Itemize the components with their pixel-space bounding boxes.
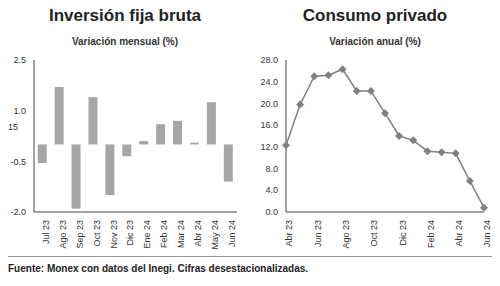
svg-text:4.0: 4.0 [265,185,278,195]
svg-text:Abr 24: Abr 24 [193,220,203,247]
svg-text:Sep 23: Sep 23 [75,220,85,249]
svg-text:Abr 23: Abr 23 [284,220,294,247]
svg-text:Nov 23: Nov 23 [109,220,119,249]
svg-text:2.5: 2.5 [13,55,26,65]
svg-text:0.0: 0.0 [265,207,278,217]
svg-text:Jul 23: Jul 23 [41,220,51,244]
svg-text:Feb 24: Feb 24 [159,220,169,248]
svg-text:Abr 24: Abr 24 [454,220,464,247]
svg-text:24.0: 24.0 [260,77,278,87]
svg-text:8.0: 8.0 [265,164,278,174]
html-text:15: 15 [8,122,18,132]
svg-text:Oct 23: Oct 23 [92,220,102,247]
svg-text:Jun 23: Jun 23 [313,220,323,247]
svg-text:Feb 24: Feb 24 [426,220,436,248]
svg-text:1.0: 1.0 [13,106,26,116]
html-text:Variación mensual (%): Variación mensual (%) [71,36,179,47]
svg-text:Oct 23: Oct 23 [369,220,379,247]
svg-text:Mar 24: Mar 24 [176,220,186,248]
svg-text:Dic 23: Dic 23 [398,220,408,246]
svg-text:12.0: 12.0 [260,142,278,152]
html-text:Inversión fija bruta: Inversión fija bruta [49,6,201,25]
svg-text:Dic 23: Dic 23 [125,220,135,246]
svg-text:-2.0: -2.0 [10,207,26,217]
svg-text:Ago 23: Ago 23 [58,220,68,249]
svg-text:20.0: 20.0 [260,99,278,109]
svg-text:28.0: 28.0 [260,55,278,65]
svg-text:May 24: May 24 [210,220,220,250]
svg-text:Ago 23: Ago 23 [341,220,351,249]
svg-text:-0.5: -0.5 [10,157,26,167]
svg-text:Jun 24: Jun 24 [482,220,492,247]
html-text:Fuente: Monex con datos del In: Fuente: Monex con datos del Inegi. Cifra… [8,263,309,274]
svg-text:16.0: 16.0 [260,120,278,130]
svg-text:Jun 24: Jun 24 [227,220,237,247]
html-text:Consumo privado: Consumo privado [302,6,448,25]
html-text:Variación anual (%): Variación anual (%) [329,36,421,47]
svg-text:Ene 24: Ene 24 [142,220,152,249]
